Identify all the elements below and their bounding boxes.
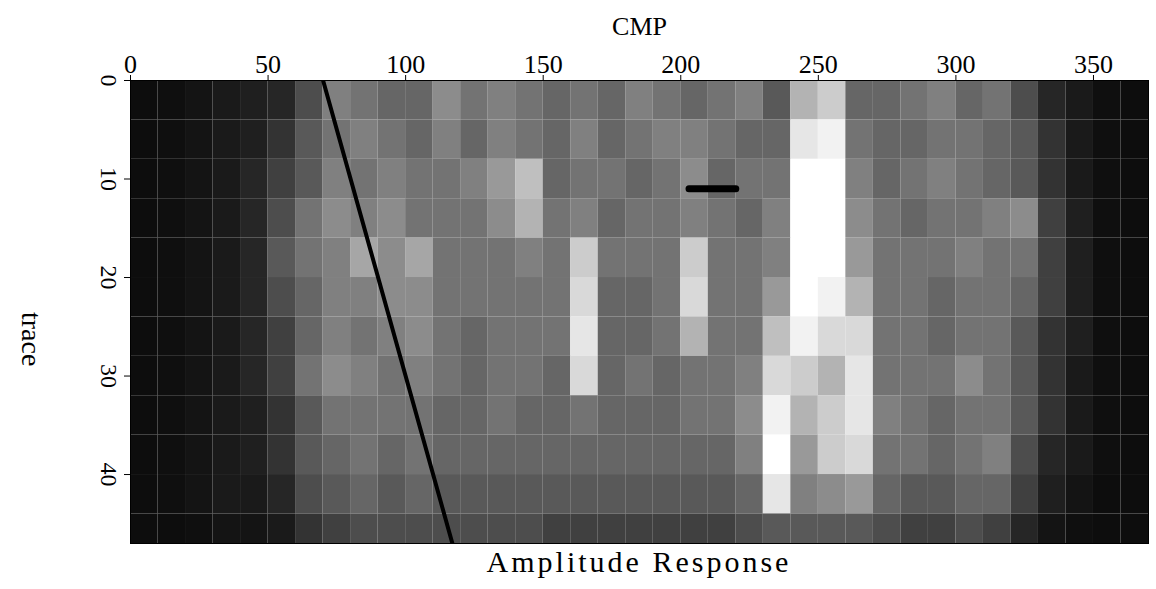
svg-text:trace: trace xyxy=(16,312,47,366)
svg-text:CMP: CMP xyxy=(612,12,667,41)
svg-text:100: 100 xyxy=(386,50,425,79)
svg-text:50: 50 xyxy=(255,50,281,79)
svg-text:20: 20 xyxy=(96,266,122,290)
svg-text:250: 250 xyxy=(799,50,838,79)
svg-text:150: 150 xyxy=(524,50,563,79)
svg-text:40: 40 xyxy=(96,463,122,487)
svg-text:200: 200 xyxy=(661,50,700,79)
svg-text:30: 30 xyxy=(96,364,122,388)
svg-text:0: 0 xyxy=(96,75,122,87)
svg-text:350: 350 xyxy=(1074,50,1113,79)
svg-text:0: 0 xyxy=(124,50,137,79)
html-text:Amplitude Response: Amplitude Response xyxy=(486,545,792,578)
svg-text:10: 10 xyxy=(96,167,122,191)
svg-text:300: 300 xyxy=(936,50,975,79)
